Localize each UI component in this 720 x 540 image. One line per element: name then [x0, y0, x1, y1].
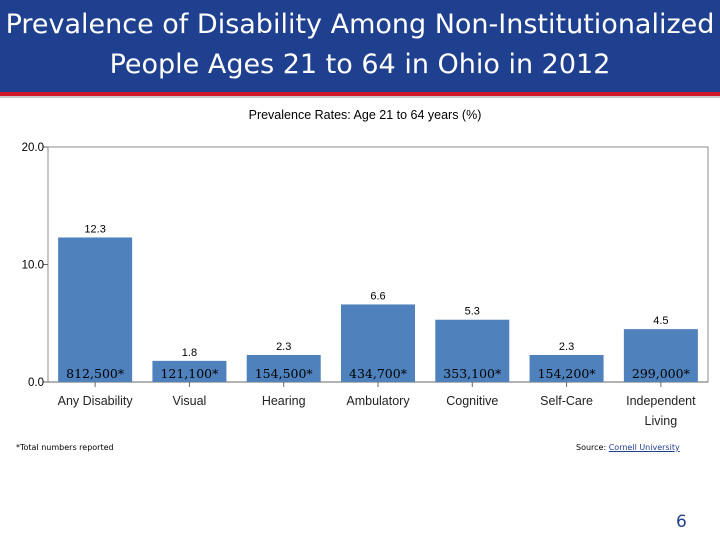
bar-ambulatory: [341, 304, 415, 382]
bar-value-label: 2.3: [559, 341, 574, 353]
bar-total-label: 812,500*: [66, 366, 125, 381]
y-tick-label: 20.0: [22, 142, 44, 154]
slide-title-line-2: People Ages 21 to 64 in Ohio in 2012: [109, 49, 611, 80]
bar-self-care: [529, 354, 604, 382]
bar-value-label: 6.6: [370, 290, 385, 302]
bar-any-disability: [58, 237, 133, 382]
bar-value-label: 2.3: [276, 341, 291, 353]
category-label: Visual: [173, 394, 207, 408]
page-number: 6: [676, 512, 687, 532]
category-label: Independent Living: [626, 394, 696, 428]
category-label: Self-Care: [540, 394, 593, 408]
y-tick-label: 0.0: [28, 377, 44, 389]
source-prefix: Source:: [576, 443, 609, 452]
bar-total-label: 154,500*: [255, 366, 314, 381]
category-label: Ambulatory: [346, 394, 410, 408]
bar-value-label: 1.8: [182, 347, 197, 359]
slide-title-line-1: Prevalence of Disability Among Non-Insti…: [5, 9, 715, 40]
source-note: Source: Cornell University: [576, 443, 680, 452]
bar-hearing: [246, 354, 321, 382]
title-underline-red: [0, 92, 720, 96]
category-label: Any Disability: [58, 394, 134, 408]
category-label: Hearing: [262, 394, 306, 408]
bar-value-label: 5.3: [465, 306, 480, 318]
bar-chart: Prevalence Rates: Age 21 to 64 years (%)…: [22, 108, 709, 428]
bar-total-label: 434,700*: [349, 366, 408, 381]
bar-total-label: 299,000*: [632, 366, 691, 381]
source-link[interactable]: Cornell University: [608, 443, 680, 452]
y-tick-label: 10.0: [22, 260, 44, 272]
category-label: Cognitive: [446, 394, 498, 408]
bar-value-label: 4.5: [653, 315, 668, 327]
bar-independent-living: [623, 329, 698, 382]
bar-total-label: 353,100*: [443, 366, 502, 381]
footnote: *Total numbers reported: [16, 443, 114, 452]
chart-title: Prevalence Rates: Age 21 to 64 years (%): [249, 108, 482, 122]
title-underline-gray: [0, 96, 720, 98]
bar-total-label: 154,200*: [538, 366, 597, 381]
bar-cognitive: [435, 319, 510, 382]
bar-value-label: 12.3: [84, 223, 105, 235]
bar-visual: [152, 360, 227, 382]
title-bar: Prevalence of Disability Among Non-Insti…: [0, 0, 720, 92]
bar-total-label: 121,100*: [160, 366, 219, 381]
